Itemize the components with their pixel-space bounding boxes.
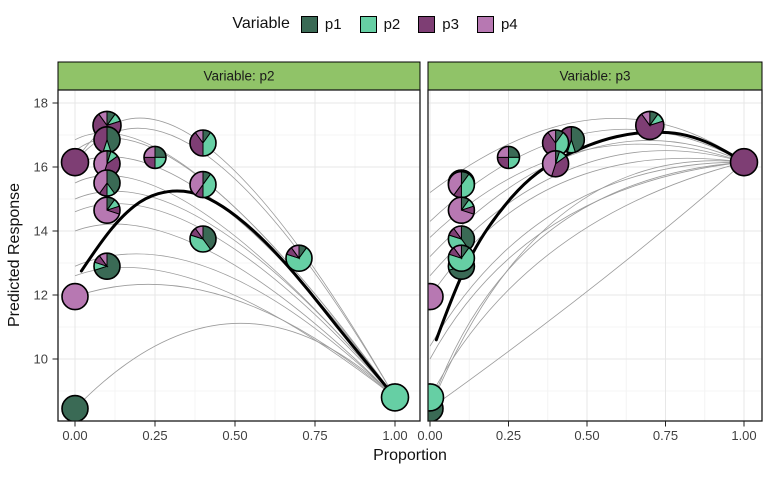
facet-strip-p2 [57,61,421,91]
pie-point-D [428,282,444,311]
pie-point-G [93,126,121,154]
x-tick-label: 0.25 [142,428,167,443]
x-tick-label: 0.25 [496,428,521,443]
pie-point-N [285,244,313,273]
legend-swatch-p4 [476,15,494,33]
trace-curve [429,118,745,193]
pie-point-H [189,129,217,157]
x-tick-label: 0.50 [222,428,247,443]
legend-swatch-p2 [359,15,377,33]
legend-label-p3: p3 [442,15,459,33]
pie-point-B [428,383,445,412]
pie-outline [93,169,121,197]
facet-strip-p3 [427,61,763,91]
legend-swatch-p1 [300,15,318,33]
panel-border [427,89,763,422]
legend-label-p4: p4 [500,15,518,33]
y-tick-label: 10 [34,352,48,367]
pie-point-K [447,170,476,199]
trace-curve [429,161,745,409]
trace-curve [74,223,396,398]
x-tick-label: 0.75 [302,428,327,443]
effect-curve [79,189,397,399]
legend-label-p2: p2 [383,15,401,33]
pie-point-I [541,150,570,178]
legend-key-p4: p4 [476,15,518,33]
pie-point-C [729,147,759,177]
pie-outline [189,225,217,253]
panel-background [428,90,762,421]
x-tick-label: 0.00 [417,428,442,443]
pie-outline [60,147,90,177]
legend: Variable p1 p2 p3 p4 [0,8,768,40]
pie-outline [189,170,217,199]
pie-outline [447,196,476,224]
pie-point-L [93,196,121,224]
pie-outline [189,129,217,157]
x-tick-label: 0.00 [62,428,87,443]
trace-curve [429,161,745,360]
y-tick-label: 12 [34,288,48,303]
y-axis-title: Predicted Response [6,182,23,328]
pie-point-K [189,170,217,199]
effect-curve [434,130,746,342]
legend-title: Variable [232,15,290,32]
pie-outline [380,383,410,412]
y-tick-label: 14 [34,224,48,239]
pie-outline [61,282,89,311]
pie-point-C [60,147,90,177]
x-tick-label: 1.00 [382,428,407,443]
legend-key-p1: p1 [300,15,342,33]
x-tick-label: 0.75 [653,428,678,443]
pie-outline [93,252,121,281]
legend-key-p2: p2 [359,15,401,33]
trace-curve [74,283,396,398]
pie-outline [729,147,759,177]
panel-p2 [58,90,420,421]
x-tick-label: 1.00 [731,428,756,443]
facet-strip-label-p2: Variable: p2 [203,69,274,84]
pie-outline [447,244,476,273]
y-tick-label: 16 [34,160,48,175]
pie-point-A [61,394,89,421]
pie-outline [428,282,444,311]
pie-point-E [143,145,167,170]
pie-outline [93,196,121,224]
legend-label-p1: p1 [324,15,342,33]
y-tick-label: 18 [34,96,48,111]
pie-point-L [447,196,476,224]
legend-swatch-p3 [418,15,436,33]
pie-outline [541,150,570,178]
pie-outline [143,145,167,170]
pie-point-N [447,244,476,273]
pie-point-M [189,225,217,253]
pie-outline [61,394,89,421]
pie-point-D [61,282,89,311]
legend-keys: p1 p2 p3 p4 [300,15,536,33]
pie-point-O [93,252,121,281]
pie-point-B [380,383,410,412]
pie-outline [285,244,313,273]
pie-point-J [93,169,121,197]
x-axis-title: Proportion [373,447,447,464]
trace-curve [429,161,745,347]
pie-outline [428,383,445,412]
pie-point-F [634,110,665,141]
trace-curve [429,161,745,409]
pie-outline [496,145,521,170]
facet-strip-label-p3: Variable: p3 [559,69,630,84]
trace-curve [74,322,396,409]
x-tick-label: 0.50 [574,428,599,443]
legend-key-p3: p3 [418,15,459,33]
panel-border [57,89,421,422]
trace-curve [429,161,745,398]
pie-point-E [496,145,521,170]
panel-p3 [428,90,762,421]
pie-outline [634,110,665,141]
trace-curve [429,160,745,409]
